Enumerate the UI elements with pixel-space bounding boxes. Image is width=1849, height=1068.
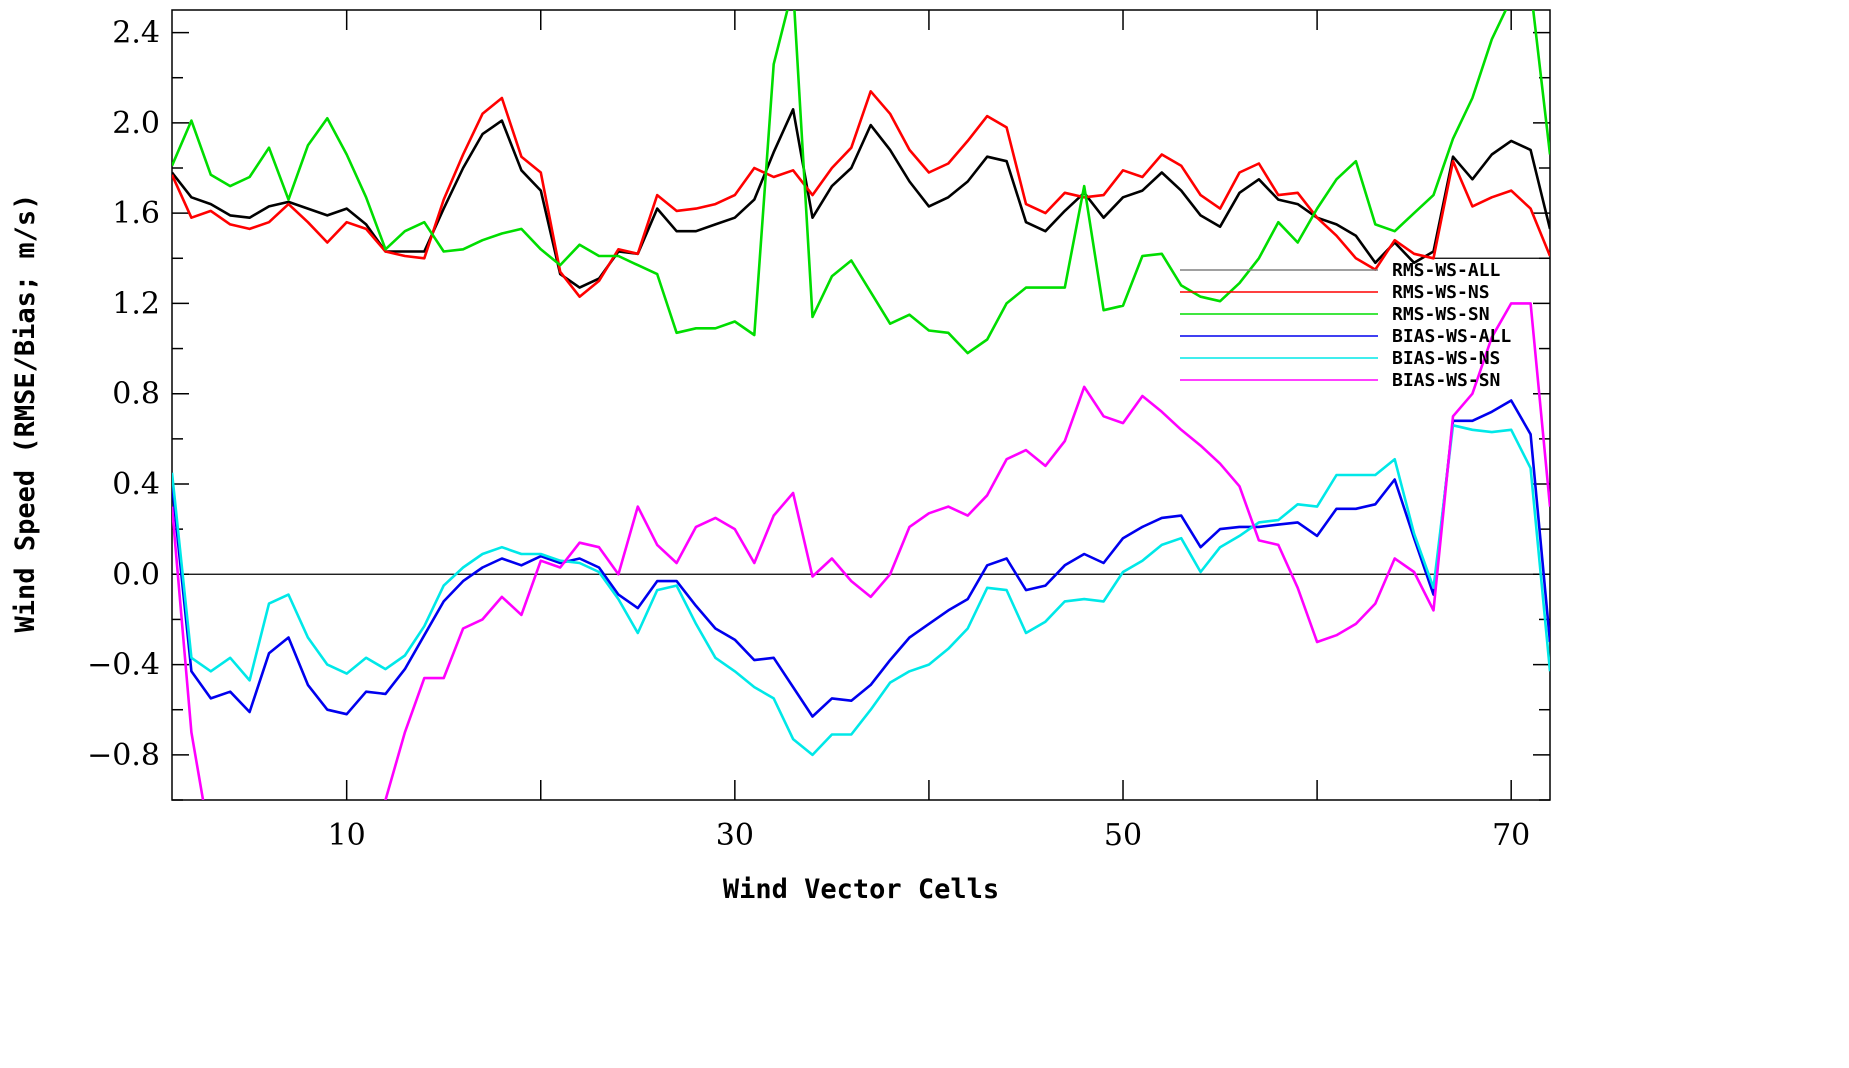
- series-line-bias-ws-sn: [172, 302, 1550, 800]
- x-tick-label: 70: [1492, 818, 1530, 853]
- legend-label: RMS-WS-ALL: [1392, 260, 1501, 281]
- series-line-rms-ws-ns: [172, 90, 1550, 299]
- y-tick-label: 2.4: [112, 16, 160, 51]
- legend-label: RMS-WS-NS: [1392, 282, 1490, 303]
- x-tick-label: 30: [716, 818, 754, 853]
- series-line-rms-ws-sn: [172, 10, 1550, 355]
- series-line-rms-ws-all: [172, 108, 1550, 289]
- series-line-bias-ws-all: [172, 399, 1550, 718]
- y-tick-label: 0.0: [112, 557, 160, 592]
- x-tick-label: 10: [328, 818, 366, 853]
- y-tick-label: 1.2: [112, 286, 160, 321]
- legend-label: BIAS-WS-SN: [1392, 370, 1500, 391]
- legend: RMS-WS-ALLRMS-WS-NSRMS-WS-SNBIAS-WS-ALLB…: [1180, 260, 1511, 391]
- series-layer: [172, 10, 1550, 800]
- legend-label: RMS-WS-SN: [1392, 304, 1490, 325]
- reference-lines: [172, 257, 1550, 575]
- ticks-layer: [172, 10, 1550, 801]
- y-tick-label: −0.4: [87, 648, 160, 683]
- y-axis-title: Wind Speed (RMSE/Bias; m/s): [10, 194, 41, 633]
- plot-frame: [171, 9, 1551, 801]
- x-axis-title: Wind Vector Cells: [723, 874, 999, 905]
- y-tick-label: −0.8: [87, 738, 160, 773]
- y-tick-label: 0.8: [112, 377, 160, 412]
- y-tick-label: 1.6: [112, 196, 160, 231]
- x-tick-label: 50: [1104, 818, 1142, 853]
- y-tick-label: 2.0: [112, 106, 160, 141]
- series-line-bias-ws-ns: [172, 423, 1550, 757]
- y-tick-label: 0.4: [112, 467, 160, 502]
- legend-label: BIAS-WS-ALL: [1392, 326, 1511, 347]
- legend-label: BIAS-WS-NS: [1392, 348, 1500, 369]
- tick-labels: −0.8 −0.4 0.0 0.4 0.8 1.2 1.6 2.0 2.4 10 30 50 70: [87, 16, 1530, 853]
